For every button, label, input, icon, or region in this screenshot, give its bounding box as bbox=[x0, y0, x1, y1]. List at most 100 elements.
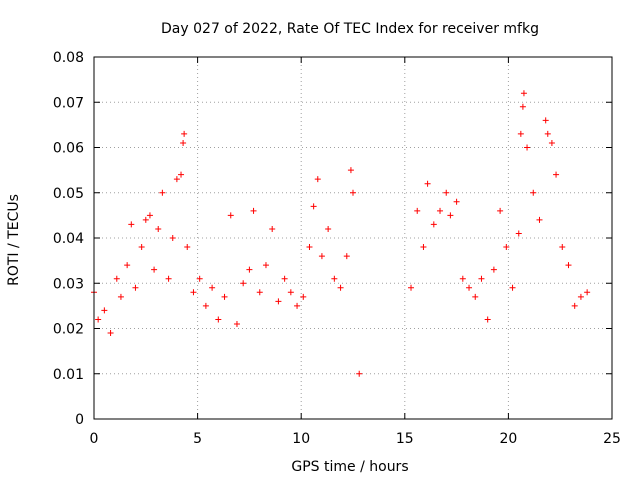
data-point bbox=[544, 130, 551, 137]
data-point bbox=[459, 275, 466, 282]
data-point bbox=[443, 189, 450, 196]
data-point bbox=[151, 266, 158, 273]
data-point bbox=[196, 275, 203, 282]
data-point bbox=[484, 316, 491, 323]
data-point bbox=[101, 307, 108, 314]
data-point bbox=[519, 103, 526, 110]
data-point bbox=[542, 117, 549, 124]
y-tick-label: 0.08 bbox=[53, 50, 84, 66]
data-point bbox=[314, 176, 321, 183]
data-point bbox=[310, 203, 317, 210]
data-point bbox=[275, 298, 282, 305]
y-tick-label: 0.01 bbox=[53, 367, 84, 383]
data-point bbox=[515, 230, 522, 237]
y-tick-label: 0 bbox=[75, 412, 84, 428]
data-point bbox=[138, 244, 145, 251]
data-point bbox=[173, 176, 180, 183]
data-point bbox=[269, 225, 276, 232]
data-point bbox=[565, 262, 572, 269]
data-point bbox=[300, 293, 307, 300]
data-point bbox=[113, 275, 120, 282]
data-point bbox=[227, 212, 234, 219]
data-point bbox=[497, 207, 504, 214]
y-tick-label: 0.06 bbox=[53, 141, 84, 157]
data-points bbox=[91, 90, 591, 377]
data-point bbox=[107, 330, 114, 337]
data-point bbox=[202, 302, 209, 309]
data-point bbox=[215, 316, 222, 323]
data-point bbox=[509, 284, 516, 291]
data-point bbox=[530, 189, 537, 196]
data-point bbox=[520, 90, 527, 97]
data-point bbox=[209, 284, 216, 291]
data-point bbox=[262, 262, 269, 269]
y-tick-label: 0.04 bbox=[53, 231, 84, 247]
data-point bbox=[347, 167, 354, 174]
data-point bbox=[447, 212, 454, 219]
data-point bbox=[221, 293, 228, 300]
data-point bbox=[306, 244, 313, 251]
data-point bbox=[437, 207, 444, 214]
data-point bbox=[124, 262, 131, 269]
x-tick-label: 5 bbox=[193, 431, 202, 447]
data-point bbox=[420, 244, 427, 251]
data-point bbox=[169, 235, 176, 241]
data-point bbox=[466, 284, 473, 291]
data-point bbox=[287, 289, 294, 296]
data-point bbox=[325, 225, 332, 232]
x-tick-label: 20 bbox=[499, 431, 517, 447]
data-point bbox=[250, 207, 257, 214]
data-point bbox=[553, 171, 560, 178]
data-point bbox=[331, 275, 338, 282]
data-point bbox=[117, 293, 124, 300]
chart-title: Day 027 of 2022, Rate Of TEC Index for r… bbox=[161, 21, 539, 37]
axis-ticks: 0 0.01 0.02 0.03 0.04 0.05 0.06 0.07 0.08 0 5 10 15 2… bbox=[53, 50, 621, 447]
data-point bbox=[294, 302, 301, 309]
y-tick-label: 0.05 bbox=[53, 186, 84, 202]
data-point bbox=[503, 244, 510, 251]
data-point bbox=[337, 284, 344, 291]
data-point bbox=[178, 171, 185, 178]
data-point bbox=[478, 275, 485, 282]
y-tick-label: 0.03 bbox=[53, 276, 84, 292]
data-point bbox=[132, 284, 139, 291]
x-tick-label: 10 bbox=[292, 431, 310, 447]
y-axis-label: ROTI / TECUs bbox=[6, 194, 22, 286]
data-point bbox=[159, 189, 166, 196]
x-tick-label: 15 bbox=[396, 431, 414, 447]
data-point bbox=[180, 139, 187, 146]
x-axis-label: GPS time / hours bbox=[291, 459, 408, 475]
data-point bbox=[146, 212, 153, 219]
data-point bbox=[584, 289, 591, 296]
x-tick-label: 0 bbox=[90, 431, 99, 447]
data-point bbox=[548, 139, 555, 146]
data-point bbox=[356, 370, 363, 377]
x-tick-label: 25 bbox=[603, 431, 621, 447]
data-point bbox=[165, 275, 172, 282]
grid-lines bbox=[94, 57, 612, 419]
data-point bbox=[408, 284, 415, 291]
data-point bbox=[453, 198, 460, 205]
data-point bbox=[256, 289, 263, 296]
data-point bbox=[536, 216, 543, 223]
data-point bbox=[233, 320, 240, 327]
data-point bbox=[95, 316, 102, 323]
data-point bbox=[559, 244, 566, 251]
data-point bbox=[430, 221, 437, 228]
data-point bbox=[524, 144, 531, 151]
data-point bbox=[246, 266, 253, 273]
data-point bbox=[517, 130, 524, 137]
y-tick-label: 0.02 bbox=[53, 322, 84, 338]
data-point bbox=[155, 225, 162, 232]
data-point bbox=[190, 289, 197, 296]
data-point bbox=[414, 207, 421, 214]
data-point bbox=[343, 253, 350, 260]
data-point bbox=[472, 293, 479, 300]
data-point bbox=[577, 293, 584, 300]
data-point bbox=[142, 216, 149, 223]
data-point bbox=[240, 280, 247, 287]
data-point bbox=[318, 253, 325, 260]
y-tick-label: 0.07 bbox=[53, 95, 84, 111]
data-point bbox=[281, 275, 288, 282]
